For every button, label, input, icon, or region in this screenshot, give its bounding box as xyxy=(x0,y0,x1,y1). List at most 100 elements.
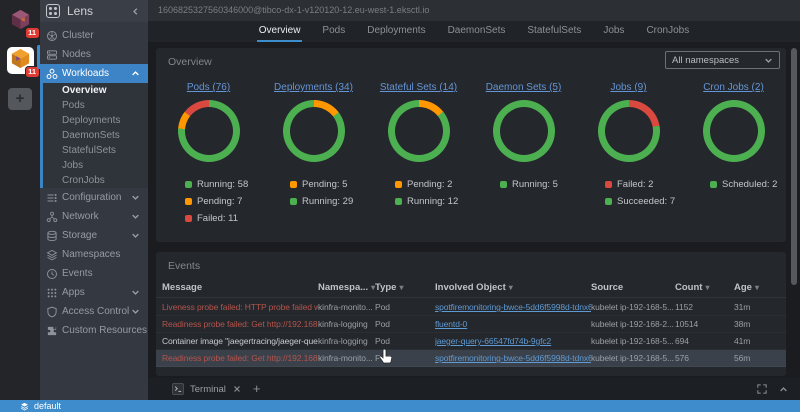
tab-overview[interactable]: Overview xyxy=(256,21,303,42)
main-content: Overview All namespaces Pods (76) Running… xyxy=(148,42,800,378)
event-source: kubelet ip-192-168-2... xyxy=(591,319,674,329)
column-header-involved-object[interactable]: Involved Object ▾ xyxy=(435,282,513,293)
sidebar-item-namespaces[interactable]: Namespaces xyxy=(40,245,148,264)
cluster-icon-2[interactable]: 11 xyxy=(6,47,40,78)
content-scrollbar[interactable] xyxy=(791,48,797,285)
sidebar-item-label: Events xyxy=(62,268,93,279)
legend-label: Failed: 2 xyxy=(617,179,654,190)
sidebar-item-jobs[interactable]: Jobs xyxy=(62,160,84,171)
chart-title-link[interactable]: Daemon Sets (5) xyxy=(485,82,562,93)
column-header-count[interactable]: Count ▾ xyxy=(675,282,710,293)
table-row[interactable]: Container image "jaegertracing/jaeger-qu… xyxy=(156,333,786,350)
legend-item: Succeeded: 7 xyxy=(605,193,681,210)
donut-hole xyxy=(184,107,233,155)
active-cluster-indicator xyxy=(37,45,40,69)
legend-item: Running: 12 xyxy=(395,193,471,210)
terminal-tab[interactable]: Terminal xyxy=(172,383,241,395)
chart-title-link[interactable]: Stateful Sets (14) xyxy=(379,82,458,93)
table-row[interactable]: Liveness probe failed: HTTP probe failed… xyxy=(156,299,786,316)
sidebar-item-workloads[interactable]: Workloads xyxy=(43,64,148,83)
terminal-controls xyxy=(757,384,788,394)
sidebar-item-custom-resources[interactable]: Custom Resources xyxy=(40,321,148,340)
sidebar-item-daemonsets[interactable]: DaemonSets xyxy=(62,130,120,141)
sidebar-item-cluster[interactable]: Cluster xyxy=(40,26,148,45)
fullscreen-icon[interactable] xyxy=(757,384,767,394)
tab-deployments[interactable]: Deployments xyxy=(367,25,426,36)
table-row[interactable]: Readiness probe failed: Get http://192.1… xyxy=(156,350,786,367)
event-type: Pod xyxy=(375,319,390,329)
chevron-down-icon xyxy=(764,56,773,65)
app-name: Lens xyxy=(67,4,94,18)
event-message: Liveness probe failed: HTTP probe failed… xyxy=(162,302,318,312)
chevron-up-icon xyxy=(131,69,140,78)
sidebar-item-label: Configuration xyxy=(62,192,122,203)
sidebar-item-deployments[interactable]: Deployments xyxy=(62,115,121,126)
cluster-1-badge: 11 xyxy=(24,27,40,39)
sidebar-item-statefulsets[interactable]: StatefulSets xyxy=(62,145,116,156)
sidebar-item-network[interactable]: Network xyxy=(40,207,148,226)
chevron-down-icon xyxy=(131,212,140,221)
event-count: 1152 xyxy=(675,302,693,312)
column-header-namespa[interactable]: Namespa... ▾ xyxy=(318,282,375,293)
sidebar-item-cronjobs[interactable]: CronJobs xyxy=(62,175,105,186)
chart-title-link[interactable]: Jobs (9) xyxy=(610,82,647,93)
tab-statefulsets[interactable]: StatefulSets xyxy=(527,25,582,36)
event-object-link[interactable]: spotfiremonitoring-bwce-5dd6f5998d-tdnx6 xyxy=(435,302,591,312)
chart-cron-jobs: Cron Jobs (2) Scheduled: 2 xyxy=(681,82,786,227)
legend-label: Succeeded: 7 xyxy=(617,196,676,207)
legend-color-dot xyxy=(500,181,507,188)
sidebar-items: Cluster Nodes Workloads Overview Pods Deploym… xyxy=(40,26,148,340)
legend-color-dot xyxy=(185,198,192,205)
sidebar-item-label: Cluster xyxy=(62,30,94,41)
chart-title-link[interactable]: Pods (76) xyxy=(186,82,231,93)
chart-title-link[interactable]: Deployments (34) xyxy=(274,82,353,93)
legend-label: Pending: 5 xyxy=(302,179,348,190)
sidebar-item-pods[interactable]: Pods xyxy=(62,100,85,111)
legend-label: Running: 29 xyxy=(302,196,354,207)
tab-cronjobs[interactable]: CronJobs xyxy=(646,25,690,36)
legend-color-dot xyxy=(290,198,297,205)
cluster-2-logo-icon xyxy=(11,48,29,69)
namespace-select-value: All namespaces xyxy=(672,54,740,66)
sidebar-item-configuration[interactable]: Configuration xyxy=(40,188,148,207)
event-object-link[interactable]: spotfiremonitoring-bwce-5dd6f5998d-tdnx6 xyxy=(435,353,591,363)
legend-color-dot xyxy=(185,215,192,222)
donut-hole xyxy=(604,107,653,155)
events-icon xyxy=(46,268,58,280)
column-header-message: Message xyxy=(162,282,203,293)
event-object-link[interactable]: fluentd-0 xyxy=(435,319,468,329)
chart-daemon-sets: Daemon Sets (5) Running: 5 xyxy=(471,82,576,227)
column-header-type[interactable]: Type ▾ xyxy=(375,282,404,293)
tab-jobs[interactable]: Jobs xyxy=(603,25,625,36)
namespace-select[interactable]: All namespaces xyxy=(665,51,780,69)
tab-daemonsets[interactable]: DaemonSets xyxy=(447,25,506,36)
legend-label: Failed: 11 xyxy=(197,213,239,224)
legend-color-dot xyxy=(185,181,192,188)
sidebar-item-nodes[interactable]: Nodes xyxy=(40,45,148,64)
event-object-link[interactable]: jaeger-query-66547fd74b-9gfc2 xyxy=(435,336,552,346)
legend-color-dot xyxy=(710,181,717,188)
sort-arrow-icon: ▾ xyxy=(754,283,759,292)
new-terminal-button[interactable]: + xyxy=(252,381,261,396)
add-cluster-button[interactable]: + xyxy=(8,88,32,110)
sidebar-item-label: Workloads xyxy=(62,68,110,79)
table-row[interactable]: Readiness probe failed: Get http://192.1… xyxy=(156,316,786,333)
chart-title-link[interactable]: Cron Jobs (2) xyxy=(703,82,764,93)
sidebar-item-access-control[interactable]: Access Control xyxy=(40,302,148,321)
terminal-dock: Terminal + xyxy=(148,378,800,400)
sidebar-item-storage[interactable]: Storage xyxy=(40,226,148,245)
sidebar-item-overview[interactable]: Overview xyxy=(62,85,107,96)
chevron-up-icon[interactable] xyxy=(779,385,788,394)
legend-label: Pending: 7 xyxy=(197,196,243,207)
workloads-icon xyxy=(46,68,58,80)
close-icon[interactable] xyxy=(233,385,241,393)
column-header-age[interactable]: Age ▾ xyxy=(734,282,759,293)
legend-item: Scheduled: 2 xyxy=(710,176,786,193)
sidebar-item-events[interactable]: Events xyxy=(40,264,148,283)
cluster-icon-1[interactable]: 11 xyxy=(7,8,40,39)
sidebar-item-apps[interactable]: Apps xyxy=(40,283,148,302)
status-bar: default xyxy=(0,400,800,412)
sidebar-collapse-icon[interactable] xyxy=(131,7,140,16)
event-type: Pod xyxy=(375,353,390,363)
tab-pods[interactable]: Pods xyxy=(322,25,346,36)
